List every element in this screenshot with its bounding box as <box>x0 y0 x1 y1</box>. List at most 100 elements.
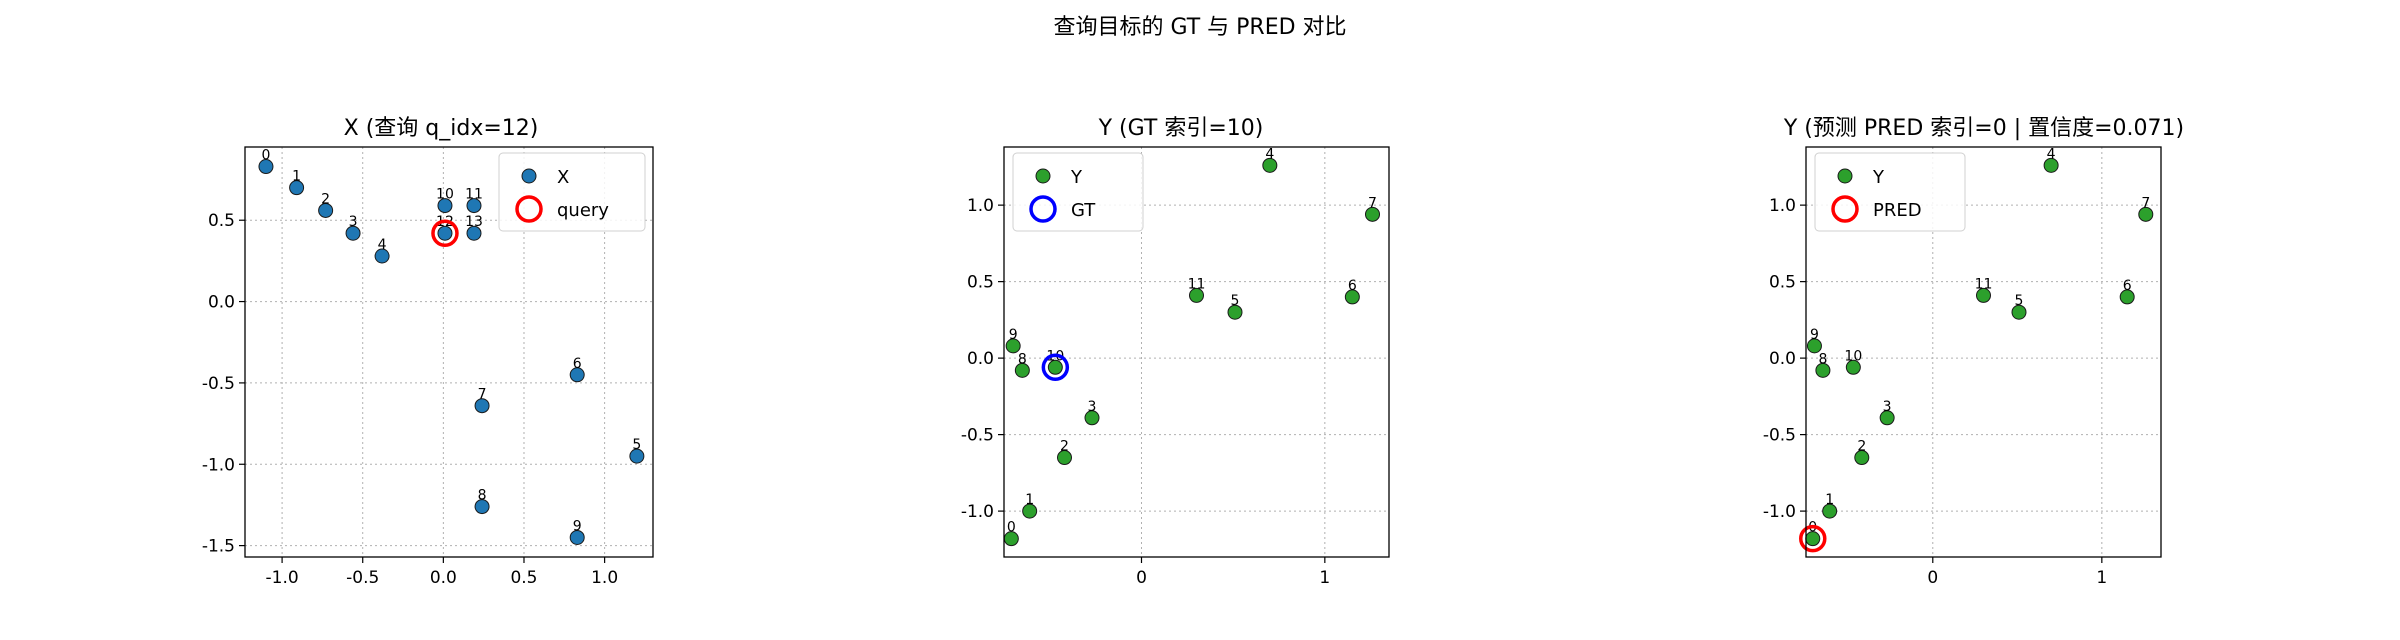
point-label: 5 <box>1231 293 1240 309</box>
point-label: 10 <box>1844 348 1862 364</box>
point-label: 3 <box>1883 399 1892 415</box>
legend-label: GT <box>1071 200 1096 221</box>
data-point-7 <box>2138 206 2154 222</box>
point-label: 6 <box>2123 278 2132 294</box>
point-label: 7 <box>478 387 487 403</box>
point-label: 4 <box>378 237 387 253</box>
legend-label: query <box>557 200 609 221</box>
point-label: 8 <box>478 488 487 504</box>
x-tick-label: 1 <box>2096 568 2107 588</box>
data-point-6 <box>2119 289 2135 305</box>
x-tick-label: 0 <box>1927 568 1938 588</box>
y-tick-label: 0.0 <box>208 293 235 313</box>
legend-box <box>1814 152 1966 232</box>
data-point-6 <box>569 367 585 383</box>
axes-frame <box>244 146 654 558</box>
legend-label: Y <box>1872 167 1885 188</box>
point-label: 0 <box>1007 520 1016 536</box>
data-point-1 <box>289 180 305 196</box>
point-label: 6 <box>1348 278 1357 294</box>
data-point-5 <box>629 448 645 464</box>
point-label: 8 <box>1818 351 1827 367</box>
data-point-6 <box>1344 289 1360 305</box>
point-label: 9 <box>1009 327 1018 343</box>
panel-y-gt: Y (GT 索引=10) 0 1-1.0-0.50.00.51.001234567… <box>961 116 1390 588</box>
y-tick-label: -1.0 <box>1763 502 1796 522</box>
y-tick-label: -1.0 <box>202 455 235 475</box>
data-point-4 <box>374 248 390 264</box>
point-label: 1 <box>292 169 301 185</box>
axes-frame <box>1805 146 2162 558</box>
data-point-2 <box>318 202 334 218</box>
data-point-3 <box>1879 410 1895 426</box>
legend-marker-query <box>515 195 543 223</box>
x-tick-label: 0 <box>1136 568 1147 588</box>
legend-marker-y <box>1837 168 1853 184</box>
y-tick-label: 0.5 <box>1769 273 1796 293</box>
y-tick-label: -1.0 <box>961 502 994 522</box>
gt-marker <box>1041 353 1070 382</box>
data-point-9 <box>1806 338 1822 354</box>
legend-label: PRED <box>1873 200 1922 221</box>
point-label: 4 <box>1265 146 1274 162</box>
x-tick-label: 0.0 <box>430 568 457 588</box>
x-tick-label: 1.0 <box>591 568 618 588</box>
point-label: 6 <box>573 356 582 372</box>
data-point-8 <box>1014 362 1030 378</box>
data-point-9 <box>1005 338 1021 354</box>
y-tick-label: -1.5 <box>202 537 235 557</box>
data-point-7 <box>1365 206 1380 222</box>
data-point-4 <box>2043 157 2059 173</box>
y-tick-label: -0.5 <box>202 374 235 394</box>
point-label: 5 <box>2015 293 2024 309</box>
data-point-3 <box>1084 410 1100 426</box>
point-label: 11 <box>465 187 483 203</box>
point-label: 0 <box>262 148 271 164</box>
point-label: 5 <box>632 437 641 453</box>
point-label: 1 <box>1025 492 1034 508</box>
data-point-11 <box>466 198 482 214</box>
data-point-0 <box>258 159 274 175</box>
y-tick-label: 0.0 <box>1769 349 1796 369</box>
data-point-10 <box>437 198 453 214</box>
panel-y-pred: Y (预测 PRED 索引=0 | 置信度=0.071) 0 1 -1.0 -0.5 0… <box>1763 116 2184 588</box>
y-tick-label: 1.0 <box>967 196 994 216</box>
point-label: 11 <box>1975 276 1993 292</box>
legend-marker-x <box>521 168 537 184</box>
data-point-12 <box>437 225 453 241</box>
axes-frame <box>1003 146 1390 558</box>
data-point-11 <box>1976 287 1991 303</box>
point-label: 3 <box>1088 399 1097 415</box>
data-point-10 <box>1845 359 1861 375</box>
point-label: 13 <box>465 214 483 230</box>
legend-label: Y <box>1070 167 1083 188</box>
point-label: 1 <box>1825 492 1834 508</box>
data-point-2 <box>1854 450 1870 466</box>
panel-title: Y (GT 索引=10) <box>1098 116 1264 141</box>
y-tick-label: -0.5 <box>1763 426 1796 446</box>
data-point-5 <box>1227 304 1243 320</box>
data-point-8 <box>1815 362 1831 378</box>
data-point-1 <box>1822 503 1838 519</box>
data-point-2 <box>1057 450 1072 466</box>
point-label: 9 <box>1810 327 1819 343</box>
data-point-7 <box>474 398 490 414</box>
point-label: 10 <box>436 187 454 203</box>
data-point-13 <box>466 225 482 241</box>
legend: Y GT <box>1012 152 1144 232</box>
point-label: 2 <box>1060 439 1069 455</box>
data-point-11 <box>1189 287 1204 303</box>
data-point-1 <box>1022 503 1038 519</box>
x-tick-label: 0.5 <box>510 568 537 588</box>
legend-label: X <box>557 167 569 188</box>
data-point-4 <box>1262 157 1278 173</box>
x-tick-label: -1.0 <box>266 568 299 588</box>
point-label: 4 <box>2047 146 2056 162</box>
data-point-3 <box>345 225 361 241</box>
point-label: 8 <box>1018 351 1027 367</box>
y-tick-label: -0.5 <box>961 426 994 446</box>
y-tick-label: 1.0 <box>1769 196 1796 216</box>
panel-x-query: X (查询 q_idx=12) -1.0 -0.5 0.0 0.5 1.0 -1.5 -1.… <box>202 116 654 588</box>
